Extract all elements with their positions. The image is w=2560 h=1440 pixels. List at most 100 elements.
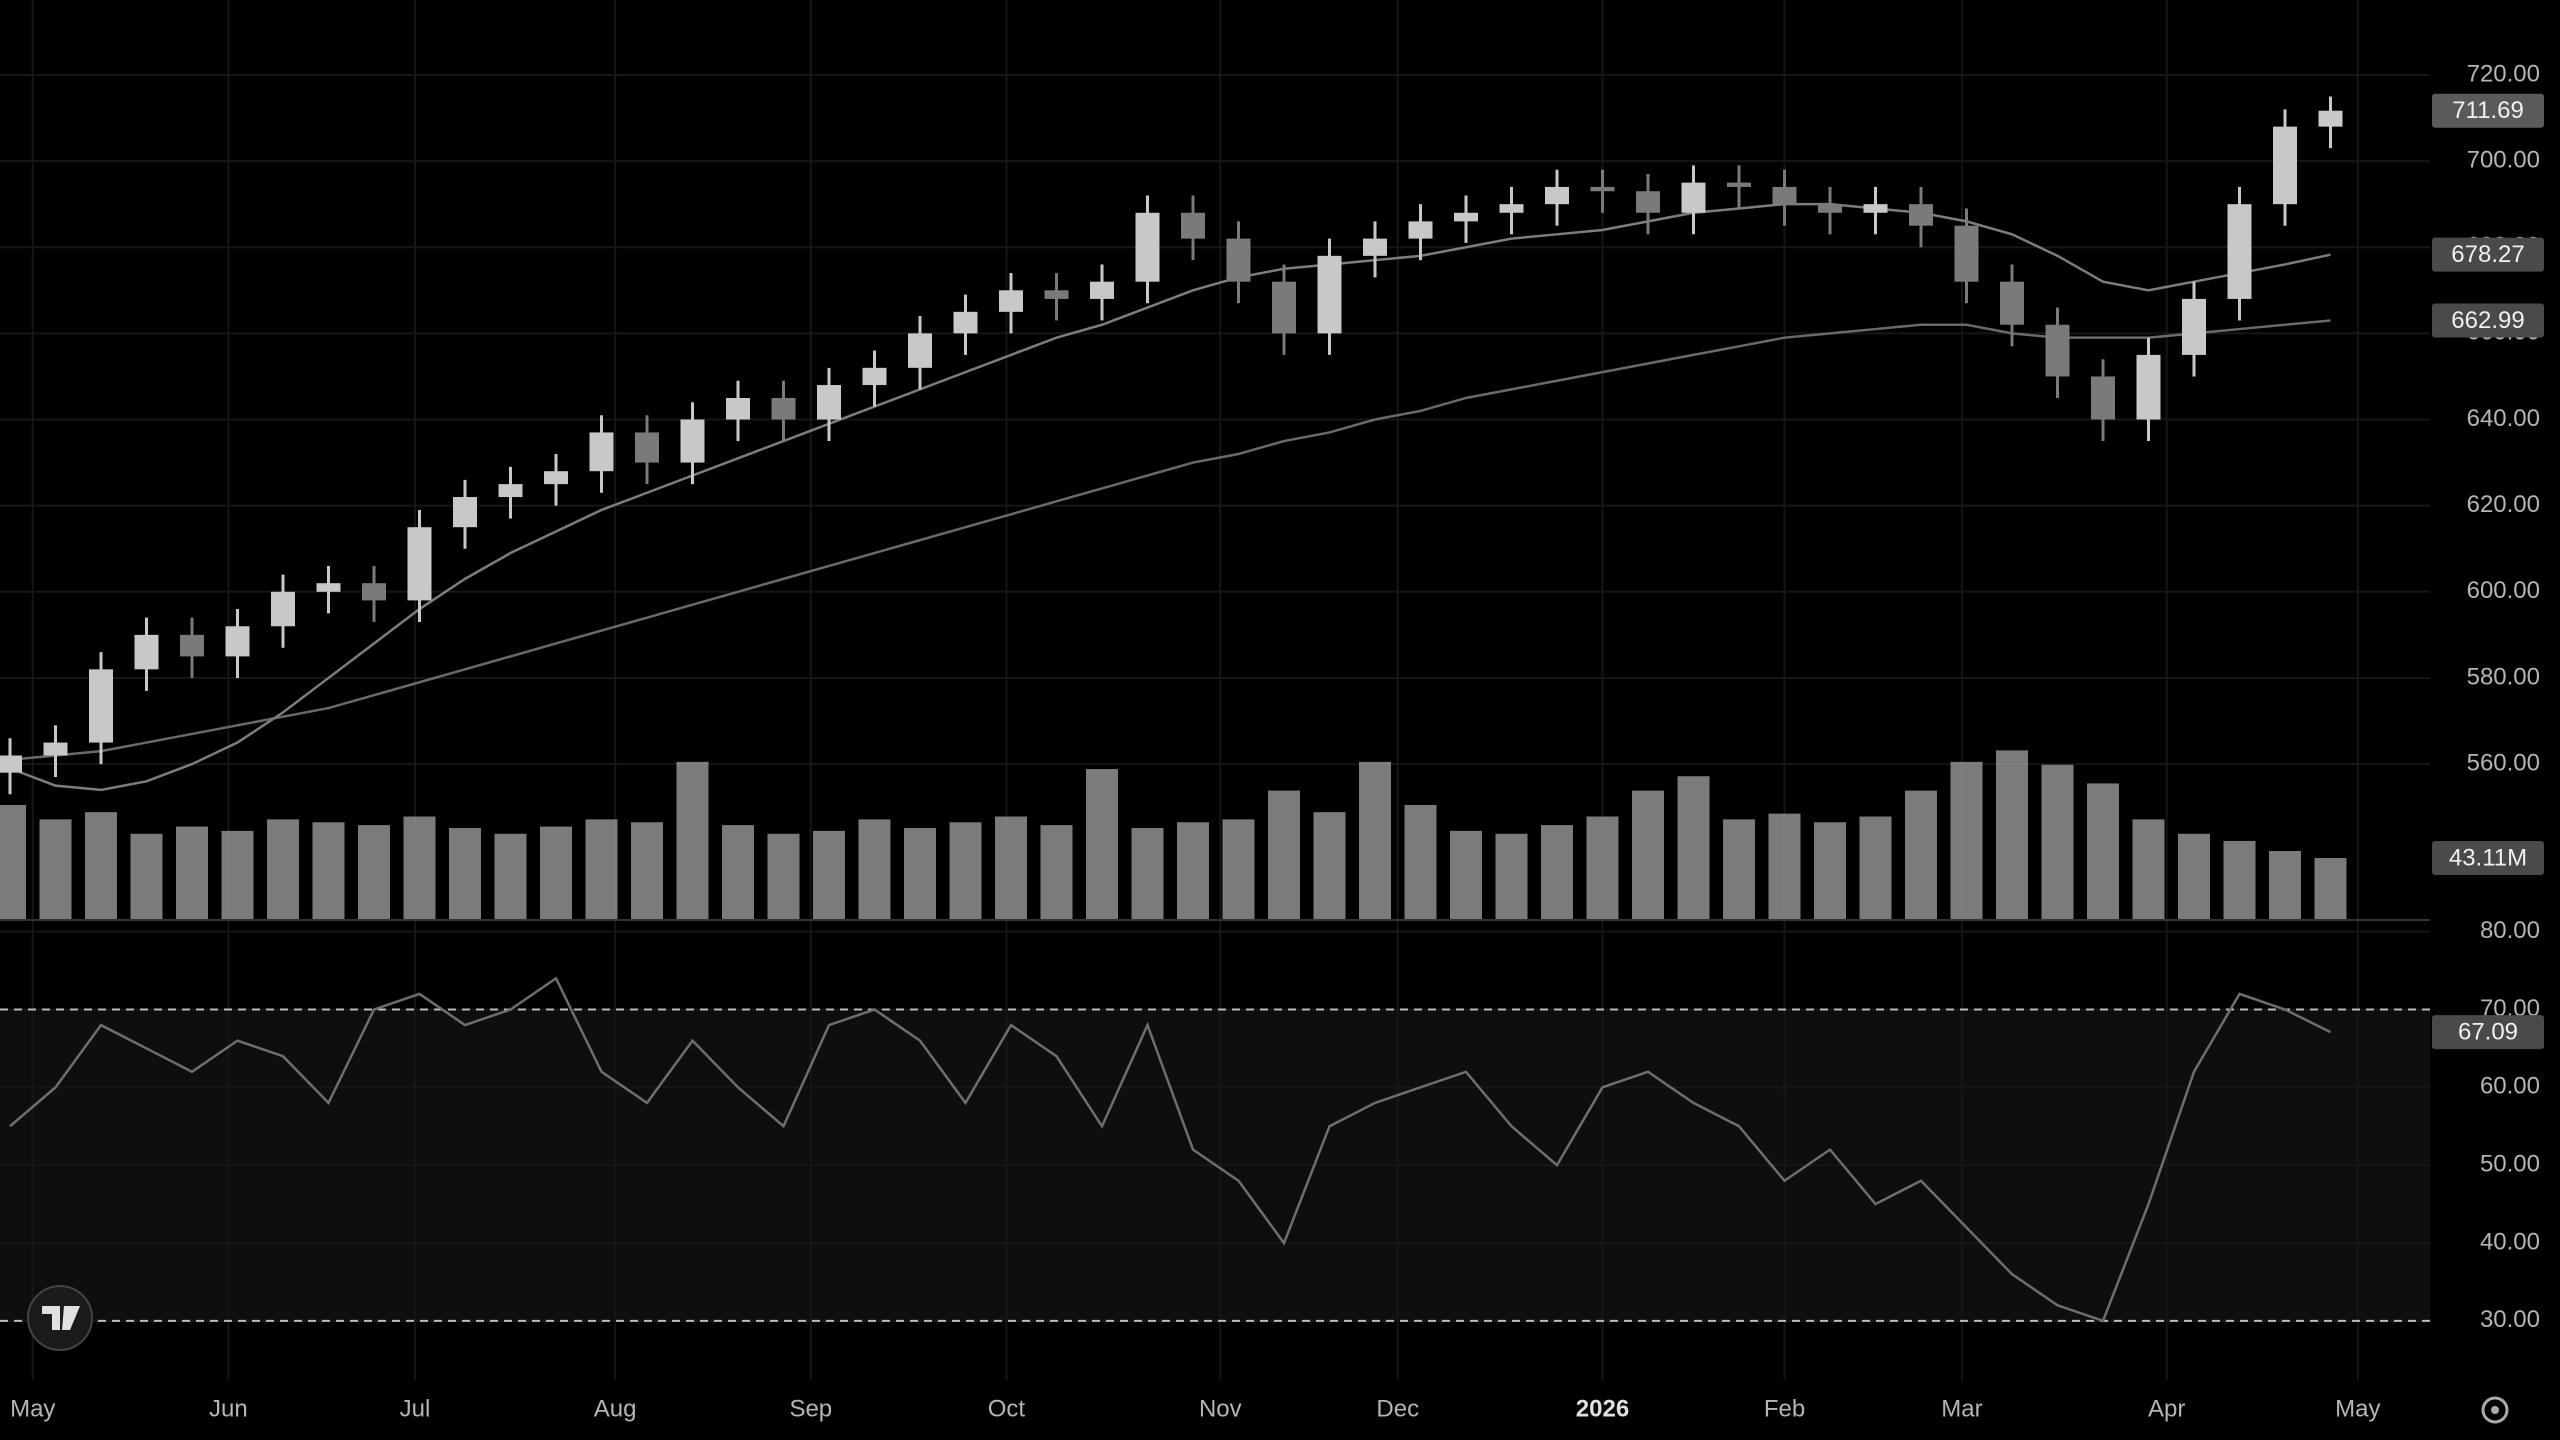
candle-body bbox=[680, 419, 705, 463]
candle-body bbox=[316, 583, 341, 592]
volume-bar bbox=[1677, 776, 1710, 920]
y-tick-label: 640.00 bbox=[2467, 405, 2540, 432]
volume-bar bbox=[2041, 764, 2074, 920]
volume-bar bbox=[85, 812, 117, 920]
candle-body bbox=[407, 527, 432, 601]
candle-body bbox=[2136, 354, 2161, 420]
volume-bar bbox=[1541, 825, 1573, 920]
x-tick-label: Feb bbox=[1764, 1395, 1805, 1422]
rsi-line bbox=[9, 976, 2332, 1323]
volume-bar bbox=[949, 822, 982, 920]
candle-body bbox=[1863, 204, 1888, 213]
rsi-tick-label: 60.00 bbox=[2480, 1073, 2540, 1100]
candle-body bbox=[589, 432, 614, 472]
x-tick-label: 2026 bbox=[1576, 1395, 1629, 1422]
candle-body bbox=[271, 591, 295, 627]
rsi-tick-label: 30.00 bbox=[2480, 1306, 2540, 1333]
volume-bar bbox=[1450, 830, 1482, 920]
candle-body bbox=[635, 432, 659, 463]
candle-body bbox=[953, 311, 978, 334]
volume-bar bbox=[1404, 805, 1437, 920]
volume-bar bbox=[1177, 822, 1209, 920]
candle-body bbox=[999, 290, 1023, 312]
candle-body bbox=[134, 634, 159, 670]
y-tick-label: 620.00 bbox=[2467, 491, 2540, 518]
candle-body bbox=[1636, 191, 1660, 213]
x-tick-label: Sep bbox=[789, 1395, 832, 1422]
candle-body bbox=[0, 755, 22, 773]
volume-bar bbox=[1359, 761, 1391, 920]
candle-body bbox=[862, 367, 887, 386]
candle-body bbox=[2182, 298, 2206, 355]
candle-body bbox=[1954, 225, 1979, 282]
candle-body bbox=[1317, 255, 1342, 334]
candle-body bbox=[2045, 324, 2070, 377]
candle-body bbox=[2273, 126, 2297, 205]
rsi-tick-label: 50.00 bbox=[2480, 1151, 2540, 1178]
volume-bar bbox=[1814, 822, 1846, 920]
volume-bar bbox=[1996, 750, 2028, 920]
volume-bar bbox=[2132, 819, 2165, 920]
candle-body bbox=[726, 397, 750, 420]
candle-body bbox=[1772, 186, 1797, 205]
x-tick-label: Apr bbox=[2148, 1395, 2185, 1422]
candle-body bbox=[2318, 110, 2343, 127]
candle-body bbox=[1909, 204, 1933, 226]
volume-bar bbox=[221, 830, 254, 920]
volume-bar bbox=[540, 826, 572, 920]
ma200-tag-bg bbox=[2432, 303, 2544, 338]
volume-bar bbox=[995, 816, 1027, 920]
volume-bar bbox=[2269, 851, 2301, 920]
candle-body bbox=[1135, 212, 1160, 282]
tv-logo[interactable] bbox=[27, 1285, 93, 1351]
candle-body bbox=[2091, 376, 2115, 420]
candle-body bbox=[1044, 290, 1069, 299]
volume-bar bbox=[39, 819, 72, 920]
volume-bar bbox=[176, 826, 208, 920]
y-tick-label: 720.00 bbox=[2467, 60, 2540, 87]
volume-tag-bg bbox=[2432, 841, 2544, 875]
rsi-tag-bg bbox=[2432, 1015, 2544, 1050]
x-tick-label: Oct bbox=[988, 1395, 1026, 1422]
volume-bar bbox=[358, 825, 390, 920]
y-tick-label: 580.00 bbox=[2467, 663, 2540, 690]
x-tick-label: May bbox=[2335, 1395, 2380, 1422]
candle-body bbox=[2227, 204, 2252, 299]
volume-bar bbox=[1040, 825, 1073, 920]
candle-body bbox=[180, 634, 204, 657]
candle-body bbox=[498, 484, 523, 498]
volume-bar bbox=[904, 828, 936, 920]
ma200-line bbox=[9, 319, 2331, 762]
ma50-line bbox=[9, 202, 2331, 792]
settings-icon[interactable] bbox=[2481, 1396, 2509, 1424]
x-tick-label: Jul bbox=[400, 1395, 431, 1422]
volume-bar bbox=[130, 833, 163, 920]
rsi-tag: 67.09 bbox=[2458, 1019, 2518, 1046]
candle-body bbox=[2000, 281, 2024, 325]
candle-body bbox=[544, 471, 568, 485]
candle-body bbox=[453, 497, 477, 528]
last-price-tag: 711.69 bbox=[2452, 97, 2524, 124]
rsi-tick-label: 40.00 bbox=[2480, 1228, 2540, 1255]
x-tick-label: Aug bbox=[594, 1395, 637, 1422]
volume-tag: 43.11M bbox=[2449, 844, 2527, 871]
volume-bar bbox=[1131, 828, 1164, 920]
volume-bar bbox=[1268, 790, 1300, 920]
candle-body bbox=[225, 626, 250, 657]
volume-bar bbox=[1086, 769, 1118, 920]
volume-bar bbox=[1222, 819, 1255, 920]
volume-bar bbox=[767, 833, 800, 920]
volume-bar bbox=[2087, 783, 2119, 920]
volume-bar bbox=[1495, 833, 1528, 920]
x-tick-label: Jun bbox=[209, 1395, 248, 1422]
candle-body bbox=[1681, 182, 1706, 213]
volume-bar bbox=[585, 819, 618, 920]
volume-bar bbox=[267, 819, 299, 920]
candle-body bbox=[1454, 212, 1478, 222]
candle-body bbox=[89, 669, 113, 743]
candle-body bbox=[908, 333, 932, 368]
volume-bar bbox=[858, 819, 891, 920]
volume-bar bbox=[1586, 816, 1619, 920]
volume-bar bbox=[631, 822, 663, 920]
